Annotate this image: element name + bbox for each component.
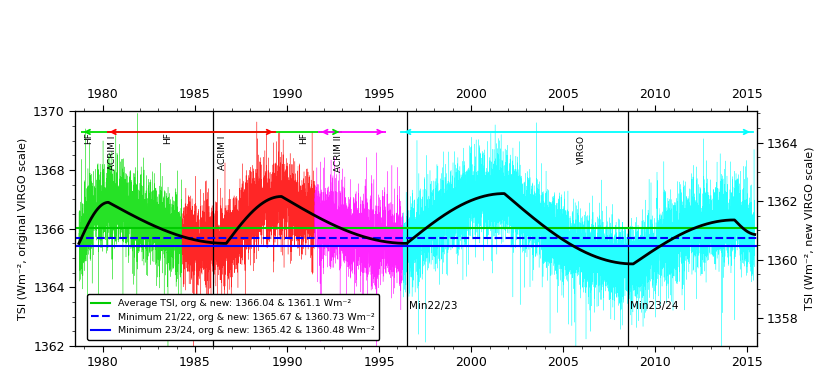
Text: ACRIM I: ACRIM I xyxy=(108,136,116,170)
Legend: Average TSI, org & new: 1366.04 & 1361.1 Wm⁻², Minimum 21/22, org & new: 1365.67: Average TSI, org & new: 1366.04 & 1361.1… xyxy=(87,294,380,340)
Text: ACRIM I: ACRIM I xyxy=(218,136,227,170)
Y-axis label: TSI (Wm⁻², new VIRGO scale): TSI (Wm⁻², new VIRGO scale) xyxy=(804,147,814,310)
Text: Min21/22: Min21/22 xyxy=(217,301,265,310)
Text: VIRGO: VIRGO xyxy=(577,136,586,165)
Text: Min22/23: Min22/23 xyxy=(410,301,458,310)
Text: HF: HF xyxy=(299,133,308,144)
Text: HF: HF xyxy=(84,133,93,144)
Text: HF: HF xyxy=(163,133,172,144)
Text: Min23/24: Min23/24 xyxy=(630,301,679,310)
Y-axis label: TSI (Wm⁻², original VIRGO scale): TSI (Wm⁻², original VIRGO scale) xyxy=(18,138,28,320)
Text: ACRIM II: ACRIM II xyxy=(334,136,343,172)
